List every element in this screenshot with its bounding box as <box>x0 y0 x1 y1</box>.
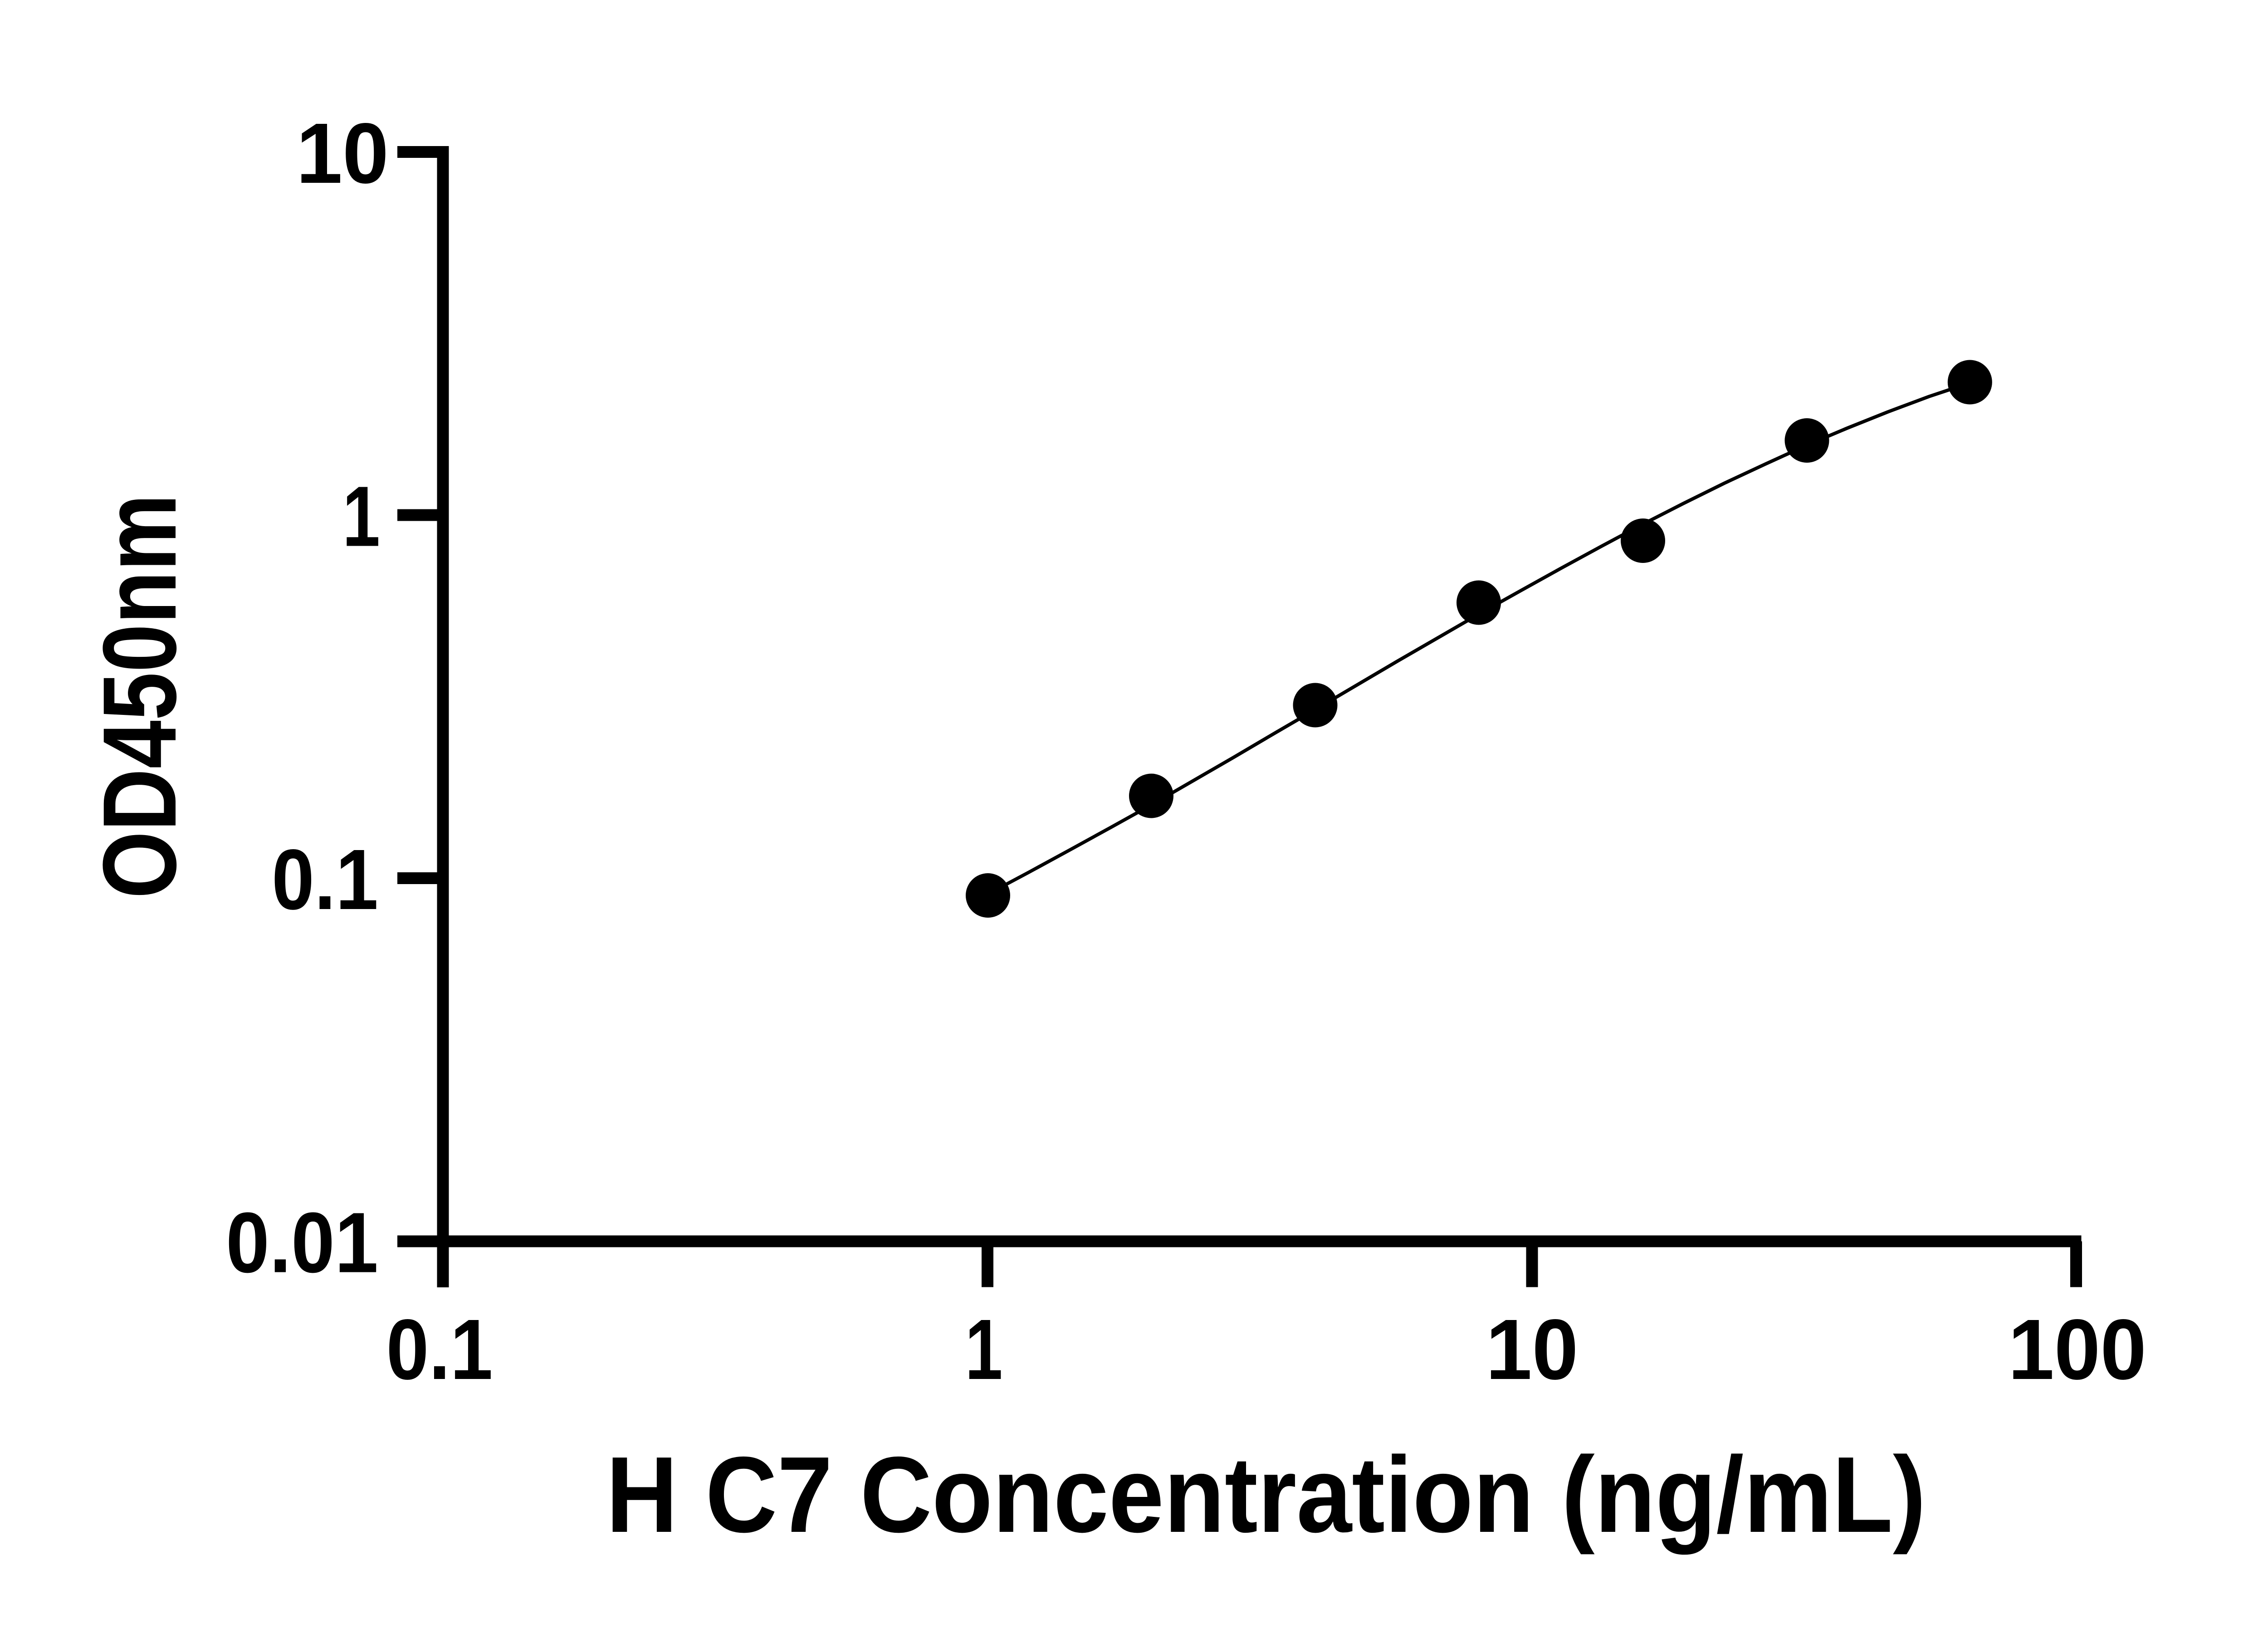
svg-text:1: 1 <box>342 469 380 565</box>
svg-text:0.01: 0.01 <box>226 1195 378 1291</box>
svg-text:10: 10 <box>296 106 389 201</box>
svg-text:0.1: 0.1 <box>272 832 378 928</box>
svg-text:OD450nm: OD450nm <box>81 494 198 899</box>
svg-text:H C7 Concentration (ng/mL): H C7 Concentration (ng/mL) <box>606 1435 1926 1555</box>
svg-text:100: 100 <box>2008 1302 2146 1398</box>
svg-text:1: 1 <box>965 1302 1003 1398</box>
svg-text:0.1: 0.1 <box>386 1302 493 1398</box>
svg-text:10: 10 <box>1486 1302 1579 1398</box>
